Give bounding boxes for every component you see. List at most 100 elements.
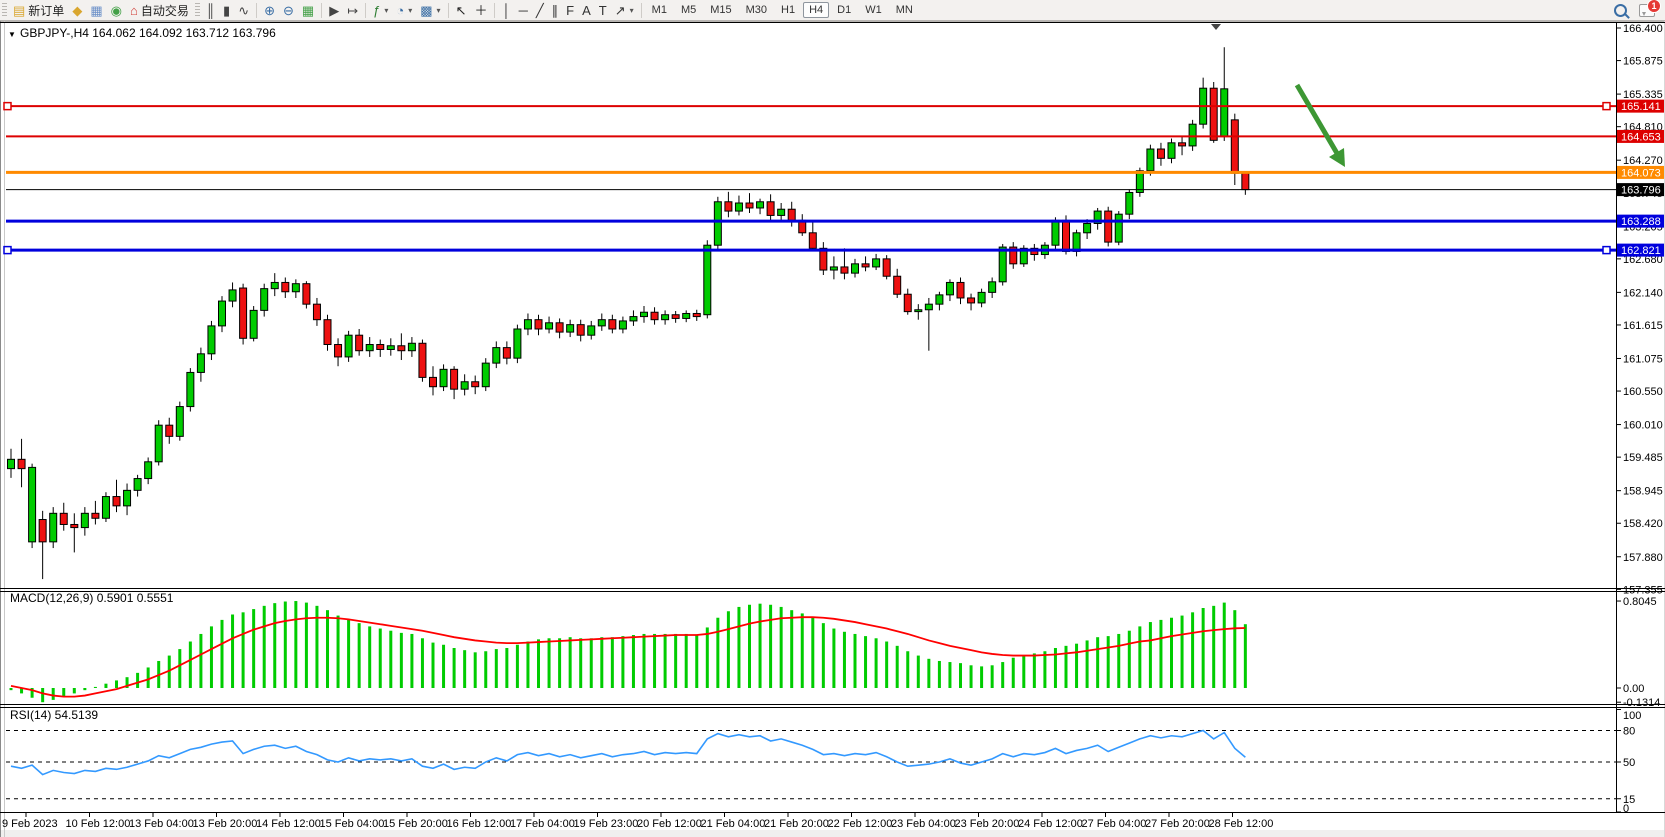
timeframe-h1[interactable]: H1 xyxy=(781,4,796,16)
macd-histogram-bar xyxy=(209,626,213,688)
macd-histogram-bar xyxy=(1075,643,1079,688)
crosshair-button[interactable]: ＋ xyxy=(470,1,491,20)
candle-body xyxy=(777,208,786,216)
tile-windows-button[interactable]: ▦ xyxy=(298,1,318,20)
candle-body xyxy=(1146,148,1155,172)
macd-histogram-bar xyxy=(431,642,435,688)
arrows-button[interactable]: ↗ ▾ xyxy=(611,1,638,20)
periods-button[interactable]: ◔ ▾ xyxy=(392,1,416,20)
timeframe-m15[interactable]: M15 xyxy=(710,4,732,16)
candle-body xyxy=(1230,119,1239,174)
macd-histogram-bar xyxy=(737,606,741,688)
macd-histogram-bar xyxy=(378,628,382,688)
horizontal-line-button[interactable]: ─ xyxy=(515,1,532,20)
macd-scale-label: 0.8045 xyxy=(1623,596,1657,608)
candle-body xyxy=(555,322,564,333)
zoom-in-icon: ⊕ xyxy=(264,2,276,18)
annotation-arrow-head[interactable] xyxy=(1329,148,1345,167)
macd-histogram-bar xyxy=(1191,612,1195,688)
macd-histogram-bar xyxy=(505,648,509,688)
price-tag xyxy=(1617,129,1664,143)
timeframe-h4[interactable]: H4 xyxy=(803,2,830,18)
timeframe-w1[interactable]: W1 xyxy=(865,4,882,16)
timeframe-d1[interactable]: D1 xyxy=(837,4,852,16)
candle-body xyxy=(80,512,89,529)
text-label-button[interactable]: T xyxy=(595,1,611,20)
candle-body xyxy=(1062,219,1070,252)
rsi-line xyxy=(10,729,1246,776)
level-handle[interactable] xyxy=(1602,245,1611,255)
candle-body xyxy=(38,519,47,543)
horizontal-line-icon: ─ xyxy=(518,2,528,18)
bar-chart-button[interactable]: ║ xyxy=(202,1,219,20)
notifications-icon[interactable]: 1 xyxy=(1639,0,1661,17)
timeframe-mn[interactable]: MN xyxy=(895,4,913,16)
profile-window-button[interactable]: ▦ xyxy=(86,1,106,20)
macd-histogram-bar xyxy=(178,649,182,688)
candle-body xyxy=(956,281,965,299)
macd-histogram-bar xyxy=(326,610,329,688)
candle-body xyxy=(945,281,954,296)
toolbar-grip xyxy=(194,2,200,18)
macd-histogram-bar xyxy=(252,609,256,688)
line-chart-button[interactable]: ∿ xyxy=(234,1,253,20)
timeframe-m1[interactable]: M1 xyxy=(651,4,667,16)
chart-shift-marker[interactable] xyxy=(1211,24,1221,30)
annotation-arrow[interactable] xyxy=(1294,83,1341,157)
candle-body xyxy=(629,316,638,322)
level-handle[interactable] xyxy=(3,101,12,111)
macd-histogram-bar xyxy=(30,688,34,698)
candle-body xyxy=(829,266,838,271)
macd-histogram-bar xyxy=(515,644,519,688)
level-handle[interactable] xyxy=(1602,101,1611,111)
zoom-in-button[interactable]: ⊕ xyxy=(260,1,279,20)
chevron-down-icon[interactable]: ▾ xyxy=(408,5,413,15)
channel-button[interactable]: ∥ xyxy=(548,1,563,20)
fibonacci-icon: F xyxy=(566,2,575,18)
new-order-button[interactable]: ▤ 新订单 xyxy=(9,1,68,20)
macd-scale-label: 0.00 xyxy=(1623,683,1644,695)
history-center-button[interactable]: ◆ xyxy=(68,1,86,20)
candle-body xyxy=(133,478,142,491)
candle-body xyxy=(1051,219,1060,246)
text-button[interactable]: A xyxy=(578,1,595,20)
chart-shift-icon: ↦ xyxy=(347,2,359,18)
gold-seal-icon: ◆ xyxy=(72,2,83,18)
chevron-down-icon[interactable]: ▾ xyxy=(629,5,634,15)
cursor-button[interactable]: ↖ xyxy=(452,1,471,20)
macd-histogram-bar xyxy=(241,612,245,688)
timeframe-m5[interactable]: M5 xyxy=(680,4,697,16)
templates-button[interactable]: ▩ ▾ xyxy=(416,1,444,20)
indicators-button[interactable]: ƒ ▾ xyxy=(369,1,392,20)
chart-shift-button[interactable]: ↦ xyxy=(343,1,362,20)
auto-trading-button[interactable]: ⌂ 自动交易 xyxy=(126,1,193,20)
candle-body xyxy=(523,319,532,330)
candle-body xyxy=(344,334,353,358)
candle-body xyxy=(977,291,986,304)
collapse-chart-icon[interactable]: ▼ xyxy=(8,30,16,39)
arrows-icon: ↗ xyxy=(614,2,626,18)
macd-histogram-bar xyxy=(368,626,372,688)
vertical-line-button[interactable]: │ xyxy=(498,1,514,20)
search-icon[interactable] xyxy=(1614,3,1627,17)
signals-button[interactable]: ◉ xyxy=(107,1,126,20)
toolbar-separator xyxy=(365,2,367,18)
timeframe-m30[interactable]: M30 xyxy=(745,4,768,16)
fibonacci-button[interactable]: F xyxy=(562,1,578,20)
macd-histogram-bar xyxy=(146,667,150,688)
price-tick-label: 158.420 xyxy=(1623,518,1663,530)
price-tag-label: 163.796 xyxy=(1621,185,1661,197)
chevron-down-icon[interactable]: ▾ xyxy=(384,5,389,15)
candlestick-chart-button[interactable]: ▮ xyxy=(219,1,234,20)
candle-body xyxy=(196,353,205,373)
trendline-button[interactable]: ╱ xyxy=(532,1,548,20)
auto-scroll-button[interactable]: ▶ xyxy=(325,1,343,20)
chevron-down-icon[interactable]: ▾ xyxy=(436,5,441,15)
zoom-out-button[interactable]: ⊖ xyxy=(279,1,298,20)
macd-histogram-bar xyxy=(1096,637,1100,688)
channel-icon: ∥ xyxy=(551,2,559,18)
price-tag-label: 165.141 xyxy=(1621,101,1661,113)
macd-histogram-bar xyxy=(442,644,446,688)
time-tick-label: 13 Feb 04:00 xyxy=(129,818,194,830)
level-handle[interactable] xyxy=(3,245,12,255)
